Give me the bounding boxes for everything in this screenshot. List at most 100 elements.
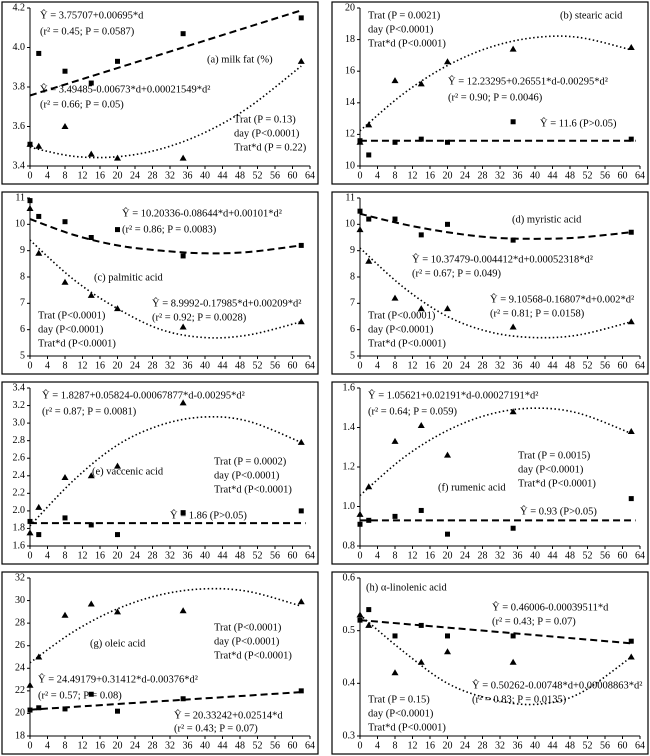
annotation: Ŷ = 11.6 (P>0.05): [540, 117, 617, 129]
dotted-fit-line: [29, 65, 302, 159]
square-point: [36, 532, 42, 538]
panel: 0.81.01.21.41.60 4 8 12 16 20 24 28 32 36 40 44 48 52…: [331, 381, 649, 565]
x-tick-label: 64: [305, 740, 315, 751]
panel-title: (d) myristic acid: [512, 214, 582, 225]
annotation: (r² = 0.45; P = 0.0587): [40, 26, 135, 37]
panel: 1.61.82.02.22.42.62.83.03.23.40 4 8 12 16 20 2…: [1, 381, 319, 565]
x-tick-label: 60: [618, 550, 628, 561]
square-point: [115, 708, 120, 714]
triangle-point: [87, 150, 95, 157]
panel-border: [331, 571, 649, 755]
annotation: day (P<0.0001): [234, 128, 300, 139]
x-tick-label: 44: [218, 170, 228, 181]
x-tick-label: 60: [288, 360, 298, 371]
annotation: Ŷ = 8.9992-0.17985*d+0.00209*d²: [152, 297, 301, 309]
x-tick-label: 56: [600, 550, 610, 561]
annotation: Trat*d (P<0.0001): [368, 38, 446, 49]
square-point: [366, 152, 372, 158]
x-tick-label: 4: [375, 170, 380, 181]
dashed-fit-line: [29, 218, 302, 255]
dotted-fit-line: [359, 614, 632, 706]
y-tick-label: 7: [350, 298, 355, 309]
triangle-point: [365, 257, 373, 264]
dotted-fit-line: [29, 587, 302, 664]
x-tick-label: 4: [45, 740, 50, 751]
x-tick-label: 28: [478, 550, 488, 561]
y-tick-label: 30: [15, 595, 25, 606]
annotation: Trat*d (P<0.0001): [518, 478, 596, 489]
panel-border: [331, 1, 649, 185]
annotation: (r² = 0.83; P = 0.0135): [472, 694, 567, 705]
x-tick-label: 20: [113, 740, 123, 751]
annotation: (r² = 0.90; P = 0.0046): [448, 92, 543, 103]
y-tick-label: 11: [345, 192, 355, 203]
triangle-point: [444, 305, 451, 312]
y-tick-label: 3.4: [13, 160, 26, 171]
x-tick-label: 12: [78, 550, 88, 561]
triangle-point: [179, 607, 187, 614]
x-tick-label: 12: [78, 360, 88, 371]
x-tick-label: 52: [253, 550, 263, 561]
panel-border: [331, 381, 649, 565]
triangle-point: [35, 503, 43, 510]
y-tick-label: 3.4: [13, 382, 26, 393]
x-tick-label: 16: [425, 170, 435, 181]
x-tick-label: 0: [358, 550, 363, 561]
triangle-point: [26, 681, 34, 688]
panel-border: [1, 381, 319, 565]
annotation: Trat*d (P<0.0001): [214, 484, 292, 495]
annotation: day (P<0.0001): [368, 24, 434, 35]
square-point: [628, 496, 634, 502]
annotation: Ŷ = 20.33242+0.02514*d: [174, 709, 283, 721]
panel-title: (c) palmitic acid: [94, 272, 164, 283]
x-tick-label: 16: [95, 550, 105, 561]
x-tick-label: 56: [270, 740, 280, 751]
x-tick-label: 60: [618, 360, 628, 371]
triangle-point: [179, 323, 187, 330]
y-tick-label: 6: [20, 324, 25, 335]
x-tick-label: 28: [148, 550, 158, 561]
panel-border: [1, 571, 319, 755]
y-tick-label: 7: [20, 298, 25, 309]
x-tick-label: 28: [148, 170, 158, 181]
annotation: day (P<0.0001): [368, 708, 434, 719]
annotation: Ŷ = 0.50262-0.00748*d+0.00008863*d²: [472, 679, 642, 691]
triangle-point: [87, 600, 95, 607]
triangle-point: [444, 58, 451, 65]
y-tick-label: 1.0: [343, 501, 356, 512]
square-point: [36, 705, 42, 711]
square-point: [510, 119, 516, 125]
triangle-point: [61, 611, 69, 618]
x-tick-label: 40: [530, 170, 540, 181]
annotation: Ŷ = 1.05621+0.02191*d-0.00027191*d²: [368, 389, 538, 401]
y-tick-label: 8: [350, 271, 355, 282]
triangle-point: [356, 611, 364, 618]
y-tick-label: 1.4: [343, 422, 356, 433]
dotted-fit-line: [359, 35, 632, 132]
square-point: [510, 633, 516, 639]
x-tick-label: 60: [288, 170, 298, 181]
x-tick-label: 8: [63, 170, 68, 181]
panel-title: (g) oleic acid: [90, 638, 146, 649]
square-point: [392, 139, 398, 145]
triangle-point: [297, 318, 305, 325]
panel-title: (a) milk fat (%): [207, 54, 273, 65]
x-tick-label: 64: [305, 360, 315, 371]
x-tick-label: 32: [495, 170, 505, 181]
x-tick-label: 52: [583, 740, 593, 751]
y-tick-label: 26: [15, 640, 25, 651]
square-point: [62, 706, 68, 712]
triangle-point: [627, 44, 635, 50]
annotation: Trat*d (P<0.0001): [214, 650, 292, 661]
annotation: Ŷ = 24.49179+0.31412*d-0.00376*d²: [38, 673, 198, 685]
y-tick-label: 20: [15, 708, 25, 719]
panel: 3.43.63.84.04.20 4 8 12 16 20 24 28 32 36 40 44 48 52…: [1, 1, 319, 185]
triangle-point: [391, 437, 399, 444]
y-tick-label: 1.2: [343, 461, 356, 472]
x-tick-label: 24: [130, 360, 140, 371]
y-tick-label: 0.5: [343, 625, 356, 636]
